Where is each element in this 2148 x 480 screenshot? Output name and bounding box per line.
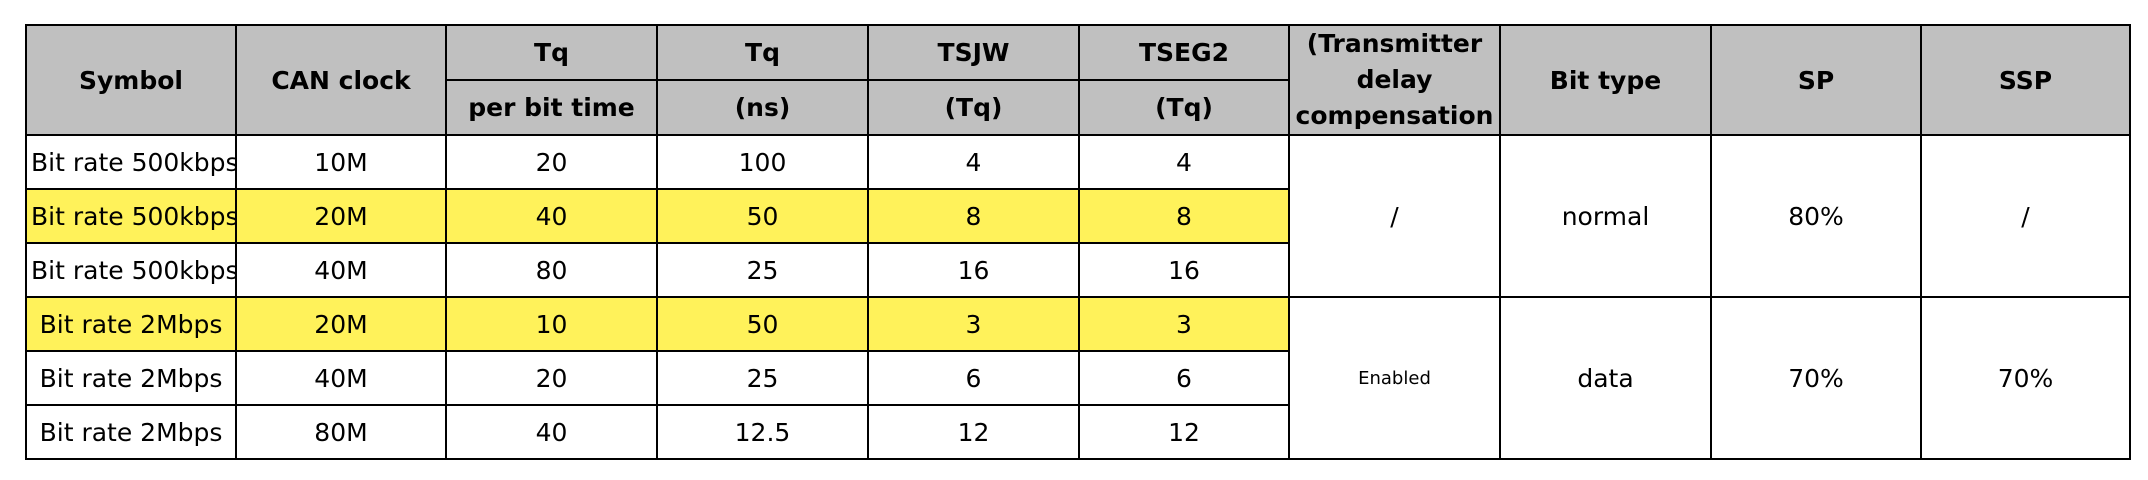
cell-tseg2: 12 (1078, 404, 1290, 460)
cell-tsjw: 8 (867, 188, 1080, 244)
cell-tq-ns: 100 (656, 134, 869, 190)
cell-tsjw: 4 (867, 134, 1080, 190)
table-row-highlighted: Bit rate 2Mbps 20M 10 50 3 3 Enabled dat… (25, 296, 2131, 460)
cell-tq: 20 (445, 350, 658, 406)
header-tsjw-unit: (Tq) (867, 79, 1080, 136)
header-symbol: Symbol (25, 24, 237, 136)
cell-tseg2: 8 (1078, 188, 1290, 244)
cell-tsjw: 12 (867, 404, 1080, 460)
header-tq-ns: Tq (656, 24, 869, 81)
table-row: Bit rate 500kbps 10M 20 100 4 4 / normal… (25, 134, 2131, 298)
cell-tsjw: 16 (867, 242, 1080, 298)
cell-tsjw: 6 (867, 350, 1080, 406)
cell-tq: 80 (445, 242, 658, 298)
table-row-highlighted: Bit rate 500kbps 20M 40 50 8 8 (25, 188, 2130, 244)
cell-bit-type: data (1499, 296, 1712, 460)
cell-sp: 70% (1710, 296, 1922, 460)
cell-tseg2: 16 (1078, 242, 1290, 298)
cell-symbol: Bit rate 2Mbps (25, 296, 237, 352)
cell-symbol: Bit rate 500kbps (25, 134, 237, 190)
cell-tq-ns: 25 (656, 242, 869, 298)
cell-tdc: / (1288, 134, 1501, 298)
cell-symbol: Bit rate 500kbps (25, 188, 237, 244)
cell-tseg2: 3 (1078, 296, 1290, 352)
header-sp: SP (1710, 24, 1922, 136)
table-row: Bit rate 2Mbps 40M 20 25 6 6 (25, 350, 2130, 406)
cell-symbol: Bit rate 500kbps (25, 242, 237, 298)
cell-can-clock: 80M (235, 404, 447, 460)
header-tq: Tq (445, 24, 658, 81)
cell-tq: 40 (445, 404, 658, 460)
cell-tq: 10 (445, 296, 658, 352)
cell-symbol: Bit rate 2Mbps (25, 350, 237, 406)
header-transmitter-delay-compensation: (Transmitter delay compensation (1288, 24, 1501, 136)
cell-ssp: 70% (1920, 296, 2131, 460)
cell-ssp: / (1920, 134, 2131, 298)
cell-tq-ns: 50 (656, 296, 869, 352)
cell-tseg2: 4 (1078, 134, 1290, 190)
cell-can-clock: 20M (235, 296, 447, 352)
cell-can-clock: 10M (235, 134, 447, 190)
cell-tq: 40 (445, 188, 658, 244)
header-can-clock: CAN clock (235, 24, 447, 136)
header-tdc-line3: compensation (1295, 101, 1494, 130)
cell-can-clock: 40M (235, 350, 447, 406)
header-tq-ns-unit: (ns) (656, 79, 869, 136)
header-tsjw: TSJW (867, 24, 1080, 81)
cell-tseg2: 6 (1078, 350, 1290, 406)
cell-sp: 80% (1710, 134, 1922, 298)
header-tseg2: TSEG2 (1078, 24, 1290, 81)
cell-tq: 20 (445, 134, 658, 190)
table-row: Bit rate 500kbps 40M 80 25 16 16 (25, 242, 2130, 298)
cell-symbol: Bit rate 2Mbps (25, 404, 237, 460)
header-tseg2-unit: (Tq) (1078, 79, 1290, 136)
cell-tsjw: 3 (867, 296, 1080, 352)
cell-bit-type: normal (1499, 134, 1712, 298)
cell-tq-ns: 12.5 (656, 404, 869, 460)
cell-can-clock: 40M (235, 242, 447, 298)
cell-can-clock: 20M (235, 188, 447, 244)
cell-tdc: Enabled (1288, 296, 1501, 460)
header-tdc-line2: delay (1356, 65, 1433, 94)
cell-tq-ns: 25 (656, 350, 869, 406)
header-ssp: SSP (1920, 24, 2131, 136)
can-bit-timing-table: Symbol CAN clock Tq Tq TSJW TSEG2 (Trans… (25, 24, 2131, 460)
cell-tq-ns: 50 (656, 188, 869, 244)
header-tdc-line1: (Transmitter (1306, 29, 1483, 58)
table-row: Bit rate 2Mbps 80M 40 12.5 12 12 (25, 404, 2130, 460)
header-tq-unit: per bit time (445, 79, 658, 136)
header-bit-type: Bit type (1499, 24, 1712, 136)
